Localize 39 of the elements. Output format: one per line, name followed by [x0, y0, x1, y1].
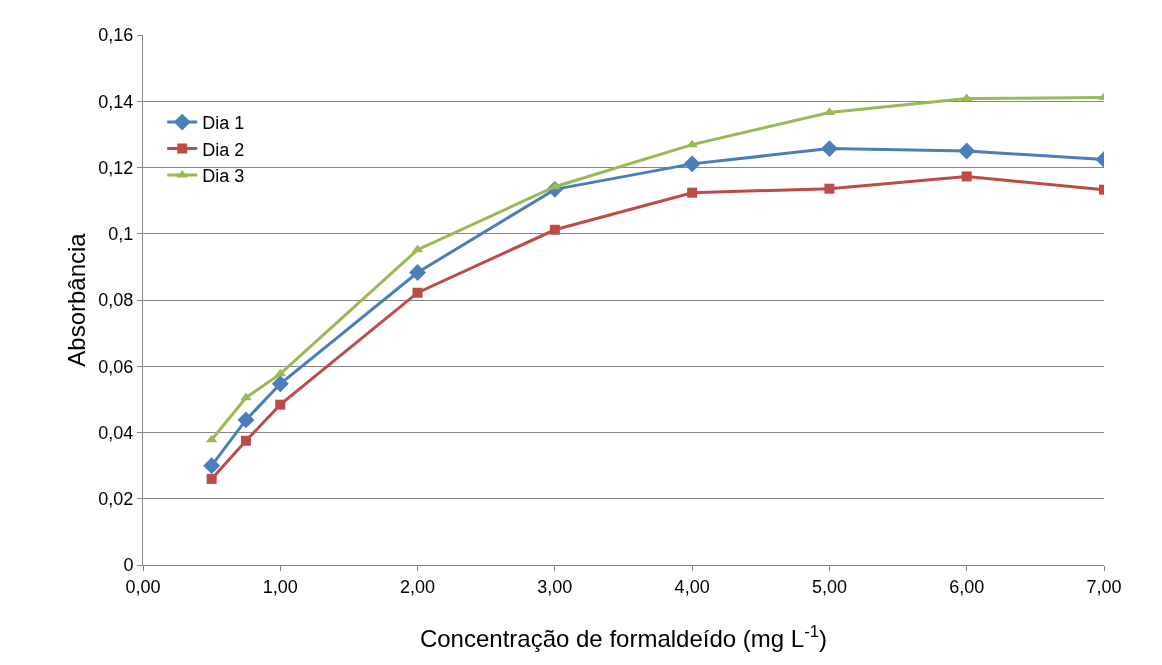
point: [686, 139, 698, 148]
y-axis-title: Absorbância: [63, 232, 90, 367]
point: [203, 457, 221, 475]
y-tick-label: 0,16: [98, 25, 134, 46]
x-tick-label: 5,00: [811, 576, 847, 597]
point: [687, 187, 698, 198]
x-tick-label: 7,00: [1086, 576, 1122, 597]
point: [271, 375, 289, 393]
point: [412, 287, 423, 298]
x-tick-label: 3,00: [537, 576, 573, 597]
point: [237, 411, 255, 429]
x-axis-title: Concentração de formaldeído (mg L$^{-1}$): [419, 621, 828, 652]
y-tick-label: 0,14: [98, 91, 134, 112]
point: [275, 399, 286, 410]
point: [240, 392, 252, 401]
point: [958, 142, 976, 160]
x-tick-label: 6,00: [949, 576, 985, 597]
y-tick-label: 0,12: [98, 157, 134, 178]
legend-label: Dia 3: [202, 165, 245, 186]
y-tick-label: 0,08: [98, 290, 134, 311]
point: [824, 183, 835, 194]
y-tick-label: 0,02: [98, 489, 134, 510]
point: [206, 473, 217, 484]
legend-label: Dia 1: [202, 113, 245, 134]
y-tick-label: 0: [123, 555, 134, 576]
x-tick-label: 1,00: [262, 576, 298, 597]
legend-label: Dia 2: [202, 139, 245, 160]
point: [549, 224, 560, 235]
point: [820, 140, 838, 158]
x-tick-label: 0,00: [125, 576, 161, 597]
point: [961, 171, 972, 182]
point: [683, 155, 701, 173]
point: [409, 264, 427, 281]
x-tick-label: 4,00: [674, 576, 710, 597]
y-tick-label: 0,06: [98, 356, 134, 377]
y-tick-label: 0,1: [108, 224, 134, 245]
y-tick-label: 0,04: [98, 422, 134, 443]
x-tick-label: 2,00: [400, 576, 436, 597]
point: [240, 435, 251, 446]
